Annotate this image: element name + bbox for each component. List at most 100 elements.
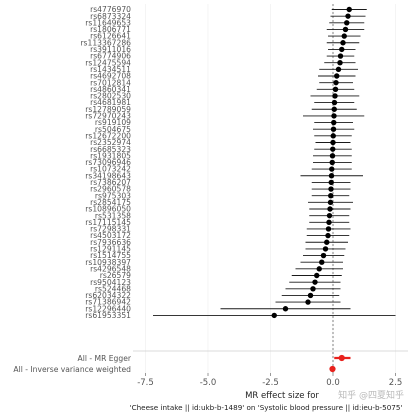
snp-point <box>326 219 332 225</box>
snp-label: rs10896050 <box>85 205 131 214</box>
snp-label: rs73096946 <box>85 158 131 167</box>
snp-label: rs1931805 <box>90 151 131 160</box>
snp-label: rs504675 <box>95 125 131 134</box>
snp-point <box>331 119 337 126</box>
snp-point <box>320 252 327 259</box>
snp-point <box>330 146 336 152</box>
snp-label: rs7936636 <box>90 238 131 247</box>
snp-label: rs12296440 <box>85 304 131 313</box>
snp-label: rs9504123 <box>90 278 131 287</box>
snp-label: rs11649653 <box>85 18 131 27</box>
snp-point <box>307 292 314 299</box>
snp-point <box>327 199 334 206</box>
snp-label: rs7012814 <box>90 78 131 87</box>
snp-point <box>328 193 334 199</box>
snp-point <box>337 53 344 59</box>
snp-label: rs4692708 <box>90 72 131 81</box>
snp-label: rs6873324 <box>90 12 131 21</box>
snp-point <box>339 46 345 53</box>
snp-point <box>329 159 335 166</box>
snp-point <box>337 60 343 66</box>
snp-label: rs1514755 <box>90 251 131 260</box>
snp-point <box>325 226 332 232</box>
snp-label: rs12475594 <box>85 58 131 67</box>
snp-point <box>331 99 338 106</box>
snp-label: rs1291145 <box>90 245 131 254</box>
snp-label: rs2854175 <box>90 198 131 207</box>
snp-point <box>333 79 339 86</box>
snp-label: rs34198643 <box>85 171 131 180</box>
snp-label: rs17115145 <box>85 218 131 227</box>
snp-point <box>314 272 320 279</box>
summary-label: All - MR Egger <box>78 354 132 363</box>
chart-subtitle: 'Cheese intake || id:ukb-b-1489' on 'Sys… <box>130 403 403 412</box>
snp-point <box>340 40 346 46</box>
snp-point <box>328 186 334 192</box>
snp-point <box>319 259 325 265</box>
snp-label: rs3911016 <box>90 45 131 54</box>
snp-point <box>324 239 330 245</box>
snp-point <box>332 93 338 99</box>
snp-label: rs531358 <box>95 211 131 220</box>
x-tick-label: 2.5 <box>389 378 403 388</box>
snp-label: rs12789059 <box>85 105 131 114</box>
snp-label: rs113367286 <box>80 38 131 47</box>
snp-label: rs2802530 <box>90 92 131 101</box>
snp-point <box>331 106 337 112</box>
snp-label: rs1073242 <box>90 165 131 174</box>
snp-point <box>322 246 329 252</box>
snp-point <box>271 312 277 319</box>
x-tick-layer: -7.5 -5.0 -2.5 0.0 2.5 <box>137 373 402 388</box>
snp-point <box>346 6 352 13</box>
summary-label: All - Inverse variance weighted <box>13 365 131 374</box>
snp-point <box>332 86 339 93</box>
snp-point <box>331 113 337 119</box>
snp-point <box>310 286 316 292</box>
snp-point <box>326 212 333 219</box>
snp-label: rs919109 <box>95 118 131 127</box>
snp-label: rs4776970 <box>90 5 131 14</box>
snp-point <box>335 66 342 73</box>
snp-label-layer: rs4776970rs6873324rs11649653rs1806771rs6… <box>13 5 131 374</box>
grid-layer <box>145 4 396 373</box>
snp-point <box>344 20 350 26</box>
snp-label: rs62034322 <box>85 291 131 300</box>
snp-point <box>312 279 318 285</box>
summary-point <box>338 354 345 362</box>
snp-label: rs26579 <box>100 271 131 280</box>
snp-point <box>329 166 335 172</box>
snp-label: rs4681981 <box>90 98 131 107</box>
snp-point <box>328 173 335 179</box>
x-tick-label: -2.5 <box>262 378 279 388</box>
snp-point <box>345 13 351 19</box>
x-axis-label: MR effect size for <box>245 391 319 401</box>
snp-label: rs2960578 <box>90 185 131 194</box>
x-tick-label: -5.0 <box>200 378 217 388</box>
watermark-text: 知乎 @四夏知乎 <box>338 389 404 401</box>
snp-label: rs1806771 <box>90 25 131 34</box>
snp-point <box>282 306 289 312</box>
snp-label: rs1434511 <box>90 65 131 74</box>
snp-label: rs4860341 <box>90 85 131 94</box>
snp-label: rs71386942 <box>85 298 131 307</box>
snp-point <box>330 133 336 139</box>
x-tick-label: 0.0 <box>326 378 340 388</box>
snp-point <box>316 266 322 272</box>
snp-point <box>342 26 349 33</box>
snp-point <box>334 73 340 79</box>
snp-point <box>330 126 337 132</box>
snp-point <box>305 299 311 305</box>
snp-label: rs6126641 <box>90 32 131 41</box>
snp-point <box>330 139 336 146</box>
snp-label: rs72970243 <box>85 112 131 121</box>
snp-label: rs524468 <box>95 284 131 293</box>
snp-label: rs975303 <box>95 191 131 200</box>
snp-label: rs4503172 <box>90 231 131 240</box>
snp-label: rs6774906 <box>90 52 131 61</box>
snp-label: rs61953351 <box>85 311 131 320</box>
snp-point <box>341 33 347 39</box>
snp-label: rs10938397 <box>85 258 131 267</box>
snp-point <box>325 232 331 239</box>
